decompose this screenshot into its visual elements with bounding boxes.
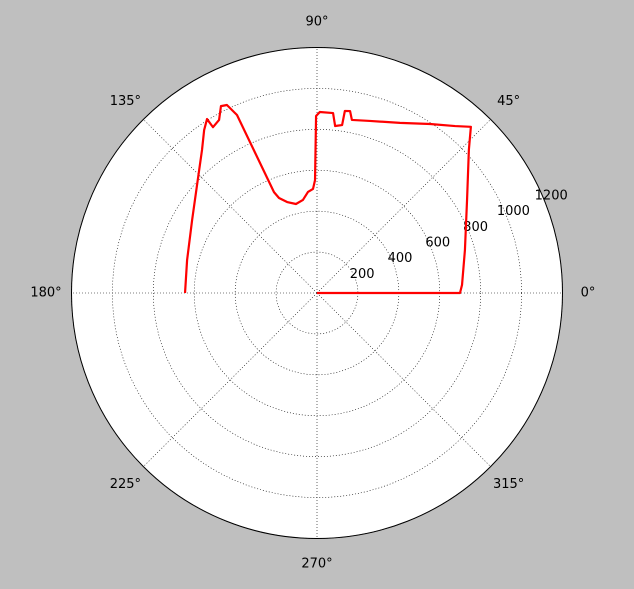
theta-grid-line <box>316 292 491 467</box>
theta-tick-label: 0° <box>581 286 596 301</box>
r-grid-line <box>153 129 481 457</box>
polar-spine <box>71 47 563 539</box>
theta-tick-label: 315° <box>493 477 524 492</box>
r-tick-label: 200 <box>350 267 375 282</box>
theta-grid-line <box>316 119 491 294</box>
r-tick-label: 600 <box>425 235 450 250</box>
r-tick-label: 400 <box>388 251 413 266</box>
r-tick-label: 1000 <box>497 204 530 219</box>
theta-tick-label: 225° <box>110 477 141 492</box>
data-line <box>183 103 472 295</box>
theta-tick-label: 180° <box>30 286 61 301</box>
theta-grid-line <box>143 119 318 294</box>
theta-tick-label: 270° <box>301 557 332 572</box>
theta-grid-line <box>143 292 318 467</box>
theta-tick-label: 90° <box>305 15 328 30</box>
theta-tick-label: 135° <box>110 94 141 109</box>
r-tick-label: 1200 <box>535 188 568 203</box>
r-tick-label: 800 <box>463 220 488 235</box>
theta-tick-label: 45° <box>497 94 520 109</box>
